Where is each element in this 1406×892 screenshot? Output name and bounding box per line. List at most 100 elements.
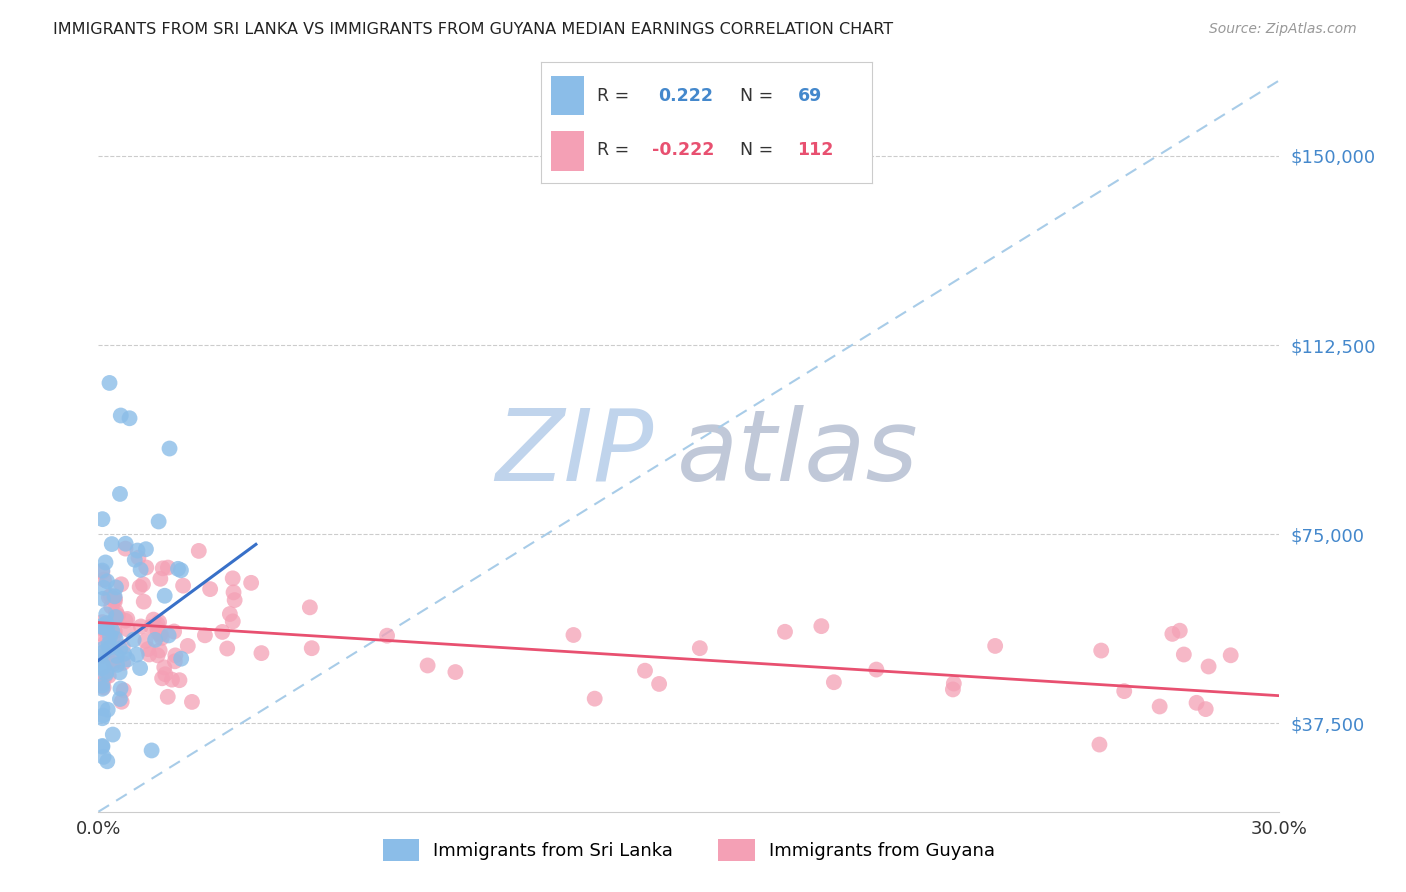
Point	[105, 648, 128, 663]
Point	[91, 661, 114, 675]
Point	[156, 560, 179, 574]
Point	[942, 676, 965, 690]
Point	[98, 640, 121, 655]
Point	[91, 620, 114, 634]
Point	[97, 591, 120, 605]
Point	[222, 585, 245, 599]
Point	[114, 614, 136, 628]
Point	[96, 607, 118, 622]
Point	[91, 681, 114, 696]
Point	[112, 656, 135, 670]
Point	[91, 659, 114, 673]
Point	[104, 632, 127, 646]
Point	[129, 563, 152, 577]
Point	[93, 573, 115, 587]
Point	[108, 692, 131, 706]
Point	[222, 615, 245, 629]
Point	[101, 727, 124, 741]
Point	[224, 593, 246, 607]
Point	[103, 590, 125, 604]
Point	[169, 673, 191, 688]
Point	[198, 582, 221, 596]
Point	[91, 676, 114, 690]
Point	[97, 637, 120, 651]
Point	[91, 618, 114, 632]
Point	[444, 665, 467, 679]
Point	[135, 542, 157, 557]
Point	[177, 639, 200, 653]
Point	[156, 690, 179, 704]
Point	[149, 572, 172, 586]
Point	[93, 620, 115, 634]
Text: Source: ZipAtlas.com: Source: ZipAtlas.com	[1209, 22, 1357, 37]
Point	[149, 627, 172, 641]
Point	[94, 556, 117, 570]
Point	[122, 632, 145, 647]
Point	[146, 622, 169, 636]
Point	[301, 641, 323, 656]
Point	[127, 543, 149, 558]
Point	[1161, 627, 1184, 641]
Point	[104, 610, 127, 624]
Point	[91, 645, 114, 659]
Point	[823, 675, 845, 690]
Point	[1185, 696, 1208, 710]
Point	[129, 619, 152, 633]
Point	[375, 629, 398, 643]
Point	[170, 651, 193, 665]
Point	[100, 589, 122, 603]
Point	[91, 564, 114, 578]
Point	[110, 409, 132, 423]
Point	[153, 660, 176, 674]
Point	[93, 621, 115, 635]
Point	[105, 657, 128, 672]
Point	[132, 595, 155, 609]
Point	[1173, 648, 1195, 662]
Point	[149, 627, 172, 641]
FancyBboxPatch shape	[551, 76, 585, 115]
Point	[170, 563, 193, 577]
Point	[128, 580, 150, 594]
Point	[810, 619, 832, 633]
Point	[146, 625, 169, 640]
Point	[135, 560, 157, 574]
Point	[108, 487, 131, 501]
Point	[97, 703, 120, 717]
Point	[117, 623, 139, 637]
Point	[96, 574, 118, 589]
Point	[165, 648, 187, 663]
Point	[634, 664, 657, 678]
Point	[1114, 684, 1136, 698]
Point	[114, 541, 136, 556]
Point	[222, 571, 245, 585]
Point	[150, 631, 173, 645]
Point	[159, 442, 181, 456]
Point	[111, 640, 134, 654]
Point	[689, 641, 711, 656]
Point	[773, 624, 796, 639]
Point	[103, 657, 125, 671]
Point	[124, 553, 146, 567]
Point	[1090, 643, 1112, 657]
Point	[112, 647, 135, 661]
Point	[114, 537, 136, 551]
Point	[146, 617, 169, 632]
Point	[98, 642, 121, 657]
Point	[91, 701, 114, 715]
Point	[93, 670, 115, 684]
Point	[1149, 699, 1171, 714]
Point	[104, 595, 127, 609]
Point	[110, 577, 132, 591]
Point	[117, 652, 139, 666]
Point	[93, 581, 115, 595]
Point	[98, 630, 121, 644]
Point	[91, 642, 114, 657]
Point	[91, 565, 114, 579]
Point	[91, 649, 114, 664]
Point	[1219, 648, 1241, 663]
Point	[181, 695, 204, 709]
Point	[107, 608, 129, 623]
Text: R =: R =	[598, 141, 630, 159]
Point	[163, 624, 186, 639]
Point	[98, 376, 121, 390]
